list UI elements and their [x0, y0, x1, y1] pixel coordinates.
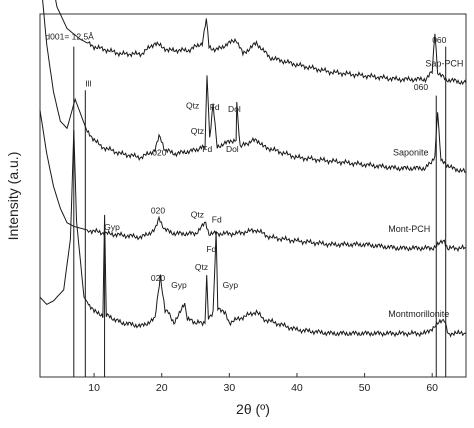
peak-annotation-9: 020	[152, 148, 166, 158]
x-tick-label-20: 20	[156, 382, 168, 394]
peak-annotation-6: Fd	[210, 102, 220, 112]
series-line-montmorillonite	[39, 130, 467, 338]
peak-annotation-5: Qtz	[186, 100, 199, 110]
peak-annotation-7: Dol	[228, 104, 241, 114]
peak-annotation-18: 020	[151, 273, 165, 283]
y-axis-title: Intensity (a.u.)	[5, 152, 21, 241]
x-tick-label-50: 50	[359, 382, 371, 394]
x-axis-ticks: 10 20 30 40 50 60	[88, 373, 438, 394]
x-tick-label-10: 10	[88, 382, 100, 394]
series-label-saponite: Saponite	[393, 148, 429, 158]
peak-annotation-20: Gyp	[223, 280, 239, 290]
peak-annotation-16: Fd	[206, 244, 216, 254]
series-layer	[39, 0, 467, 338]
series-line-sap-pch	[55, 0, 467, 86]
peak-annotation-13: Qtz	[191, 209, 204, 219]
peak-annotation-12: 020	[151, 206, 165, 216]
series-label-montmorillonite: Montmorillonite	[388, 309, 449, 319]
peak-annotation-15: Gyp	[104, 222, 120, 232]
peak-annotation-14: Fd	[212, 215, 222, 225]
series-label-sap-pch: Sap-PCH	[425, 59, 463, 69]
peak-annotation-11: Dol	[226, 144, 239, 154]
series-labels: Sap-PCH Saponite Mont-PCH Montmorillonite	[388, 59, 463, 319]
x-axis-title: 2θ (º)	[236, 401, 270, 417]
peak-annotation-3: 060	[432, 35, 446, 45]
peak-annotation-8: Qtz	[191, 126, 204, 136]
x-tick-label-30: 30	[223, 382, 235, 394]
peak-annotations: d001= 12,5Å Ill 060 060 Qtz Fd Dol Qtz 020 Fd Dol 0…	[45, 31, 446, 290]
series-line-mont-pch	[39, 110, 467, 253]
peak-annotation-17: Qtz	[195, 262, 208, 272]
peak-annotation-2: Ill	[85, 79, 91, 89]
peak-annotation-10: Fd	[202, 144, 212, 154]
peak-annotation-1: d001= 12,5Å	[45, 31, 94, 41]
x-tick-label-60: 60	[426, 382, 438, 394]
series-label-mont-pch: Mont-PCH	[388, 224, 430, 234]
reference-lines	[73, 46, 447, 377]
x-tick-label-40: 40	[291, 382, 303, 394]
peak-annotation-4: 060	[414, 82, 428, 92]
peak-annotation-19: Gyp	[171, 280, 187, 290]
series-line-saponite	[42, 0, 467, 174]
plot-frame	[39, 13, 467, 378]
